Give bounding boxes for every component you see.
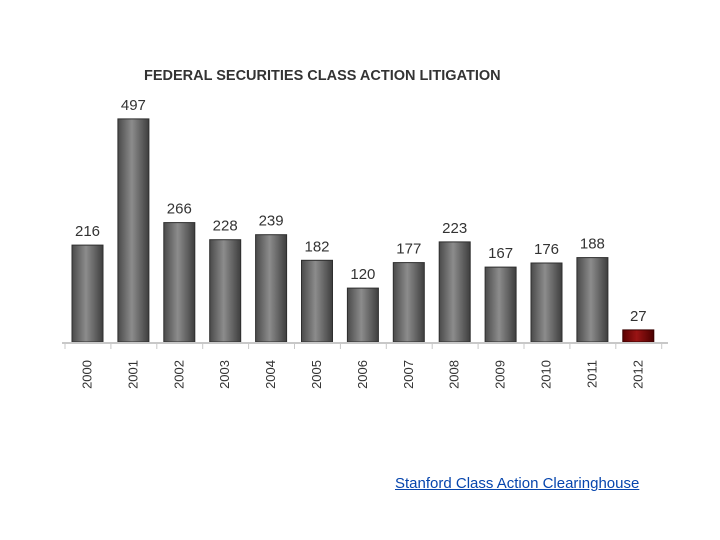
tick-label-2010: 2010 [539, 360, 554, 389]
bar-2001 [117, 118, 150, 343]
bar-2004 [255, 234, 288, 343]
bar-2012 [622, 329, 655, 343]
chart-title: FEDERAL SECURITIES CLASS ACTION LITIGATI… [144, 68, 501, 84]
value-label-2009: 167 [488, 245, 513, 262]
bar-2003 [209, 239, 242, 343]
bar-2006 [346, 287, 379, 343]
tick-label-2003: 2003 [217, 360, 232, 389]
tick-label-2005: 2005 [309, 360, 324, 389]
tick-label-2011: 2011 [584, 360, 599, 388]
bar-2005 [301, 259, 333, 343]
bar-2011 [576, 257, 609, 343]
tick-label-2009: 2009 [493, 360, 508, 389]
bar-2007 [392, 262, 425, 343]
x-axis-ticks: 2000 2001 2002 2003 2004 2005 2006 2007 2008 2009… [64, 343, 663, 389]
value-label-2006: 120 [350, 266, 375, 283]
value-label-2005: 182 [304, 238, 329, 255]
value-label-2007: 177 [396, 241, 421, 258]
value-label-2001: 497 [121, 97, 146, 114]
value-label-2011: 188 [580, 236, 605, 253]
source-link[interactable]: Stanford Class Action Clearinghouse [395, 475, 640, 492]
tick-label-2012: 2012 [630, 360, 645, 389]
tick-label-2000: 2000 [80, 360, 95, 389]
value-label-2012: 27 [630, 308, 647, 325]
tick-label-2002: 2002 [171, 360, 186, 389]
bar-2008 [438, 241, 471, 343]
value-label-2010: 176 [534, 241, 559, 258]
value-label-2002: 266 [167, 201, 192, 218]
tick-label-2006: 2006 [355, 360, 370, 389]
value-label-2000: 216 [75, 223, 100, 240]
tick-label-2004: 2004 [263, 360, 278, 389]
tick-label-2008: 2008 [447, 360, 462, 389]
value-label-2008: 223 [442, 220, 467, 237]
bar-2002 [163, 222, 196, 343]
bars-group: 216 497 266 228 239 182 120 177 223 167 176 188 27 [71, 97, 655, 343]
bar-2010 [530, 262, 563, 343]
tick-label-2007: 2007 [401, 360, 416, 389]
bar-2000 [71, 244, 104, 343]
tick-label-2001: 2001 [125, 360, 140, 389]
bar-2009 [484, 266, 517, 343]
value-label-2004: 239 [259, 213, 284, 230]
value-label-2003: 228 [213, 218, 238, 235]
